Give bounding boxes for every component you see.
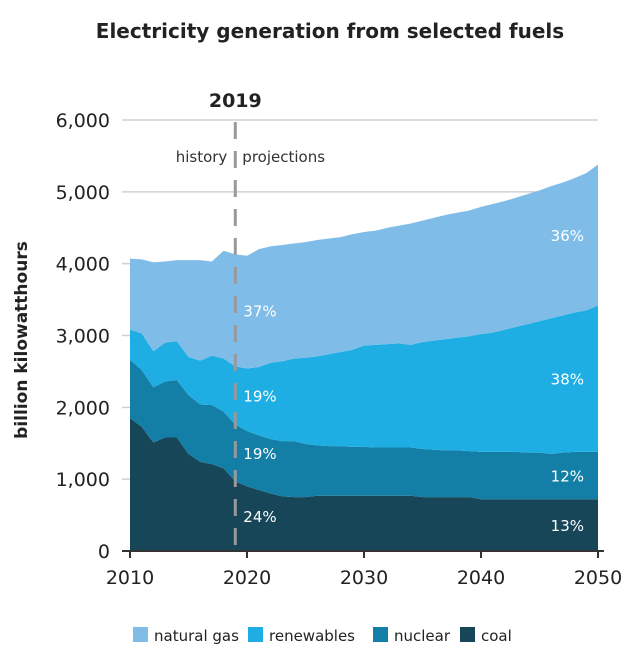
share-label-nuclear: 19%	[243, 445, 276, 463]
y-tick-label: 3,000	[56, 326, 110, 348]
chart-title: Electricity generation from selected fue…	[96, 19, 564, 43]
legend-swatch	[248, 627, 263, 642]
x-tick-label: 2030	[340, 567, 388, 589]
divider-year: 2019	[209, 90, 262, 112]
x-tick-label: 2010	[106, 567, 154, 589]
legend-swatch	[460, 627, 475, 642]
y-tick-label: 1,000	[56, 469, 110, 491]
y-tick-label: 2,000	[56, 397, 110, 419]
projections-label: projections	[242, 148, 325, 166]
area-nuclear	[130, 359, 598, 500]
y-axis-label: billion kilowatthours	[12, 241, 32, 439]
legend-label: renewables	[269, 627, 355, 645]
y-tick-label: 4,000	[56, 254, 110, 276]
y-tick-label: 6,000	[56, 110, 110, 132]
axes: 0 1,000 2,000 3,000 4,000 5,000 6,000 2010 2020 2…	[56, 110, 623, 589]
share-label-renewables: 38%	[551, 371, 584, 389]
legend-swatch	[373, 627, 388, 642]
x-tick-label: 2050	[574, 567, 622, 589]
areas	[130, 164, 598, 551]
legend-label: nuclear	[394, 627, 451, 645]
share-label-coal: 24%	[243, 508, 276, 526]
share-label-nuclear: 12%	[551, 468, 584, 486]
legend-label: natural gas	[154, 627, 239, 645]
history-label: history	[176, 148, 228, 166]
share-label-natural-gas: 36%	[551, 227, 584, 245]
legend-label: coal	[481, 627, 512, 645]
share-label-renewables: 19%	[243, 387, 276, 405]
x-tick-label: 2040	[457, 567, 505, 589]
legend-swatch	[133, 627, 148, 642]
legend: natural gas renewables nuclear coal	[133, 627, 512, 645]
x-tick-label: 2020	[223, 567, 271, 589]
area-coal	[130, 418, 598, 551]
area-renewables	[130, 305, 598, 455]
share-label-natural-gas: 37%	[243, 302, 276, 320]
divider: 2019 history projections	[176, 90, 325, 551]
y-tick-label: 5,000	[56, 182, 110, 204]
area-natural-gas	[130, 164, 598, 369]
share-label-coal: 13%	[551, 517, 584, 535]
y-tick-label: 0	[98, 541, 110, 563]
share-labels: 24% 13% 19% 12% 19% 38% 37% 36%	[243, 227, 584, 535]
